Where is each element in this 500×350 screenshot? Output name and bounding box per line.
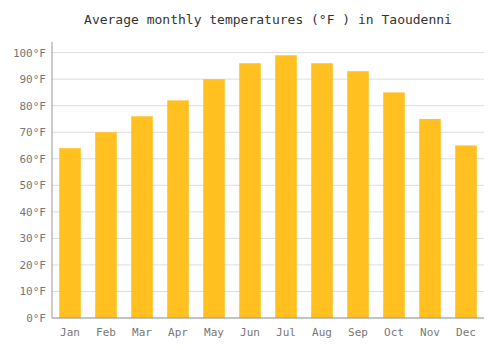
title: Average monthly temperatures (°F ) in Ta… [84,12,452,27]
y-tick-label: 40°F [20,206,47,219]
y-tick-label: 0°F [26,312,46,325]
x-tick-label: Mar [132,326,152,339]
y-tick-label: 100°F [13,47,46,60]
bar [239,63,261,318]
x-tick-label: Oct [384,326,404,339]
grid-line [52,105,484,106]
y-tick-label: 20°F [20,259,47,272]
x-tick-label: Jun [240,326,260,339]
y-tick-label: 90°F [20,73,47,86]
bar [455,146,477,319]
x-tick-label: May [204,326,224,339]
x-tick-label: Aug [312,326,332,339]
y-tick-label: 50°F [20,179,47,192]
bar [275,55,297,318]
y-tick-label: 30°F [20,232,47,245]
x-tick-label: Nov [420,326,440,339]
bar [347,71,369,318]
chart: Average monthly temperatures (°F ) in Ta… [0,0,500,350]
bar [419,119,441,318]
y-tick-label: 80°F [20,100,47,113]
y-tick-label: 70°F [20,126,47,139]
x-tick-label: Jul [276,326,296,339]
bars [59,55,477,318]
bar [203,79,225,318]
y-tick-label: 10°F [20,285,47,298]
bar [311,63,333,318]
grid-line [52,318,484,319]
x-tick-label: Sep [348,326,368,339]
bar [383,92,405,318]
bar [59,148,81,318]
grid-line [52,52,484,53]
x-tick-label: Feb [96,326,116,339]
chart-container: Average monthly temperatures (°F ) in Ta… [0,0,500,350]
x-axis-line [52,318,484,319]
x-tick-label: Apr [168,326,188,339]
bar [131,116,153,318]
bar [95,132,117,318]
grid [52,53,484,318]
x-tick-label: Dec [456,326,476,339]
y-tick-label: 60°F [20,153,47,166]
x-tick-label: Jan [60,326,80,339]
bar [167,100,189,318]
y-axis-line [52,42,53,318]
grid-line [52,79,484,80]
